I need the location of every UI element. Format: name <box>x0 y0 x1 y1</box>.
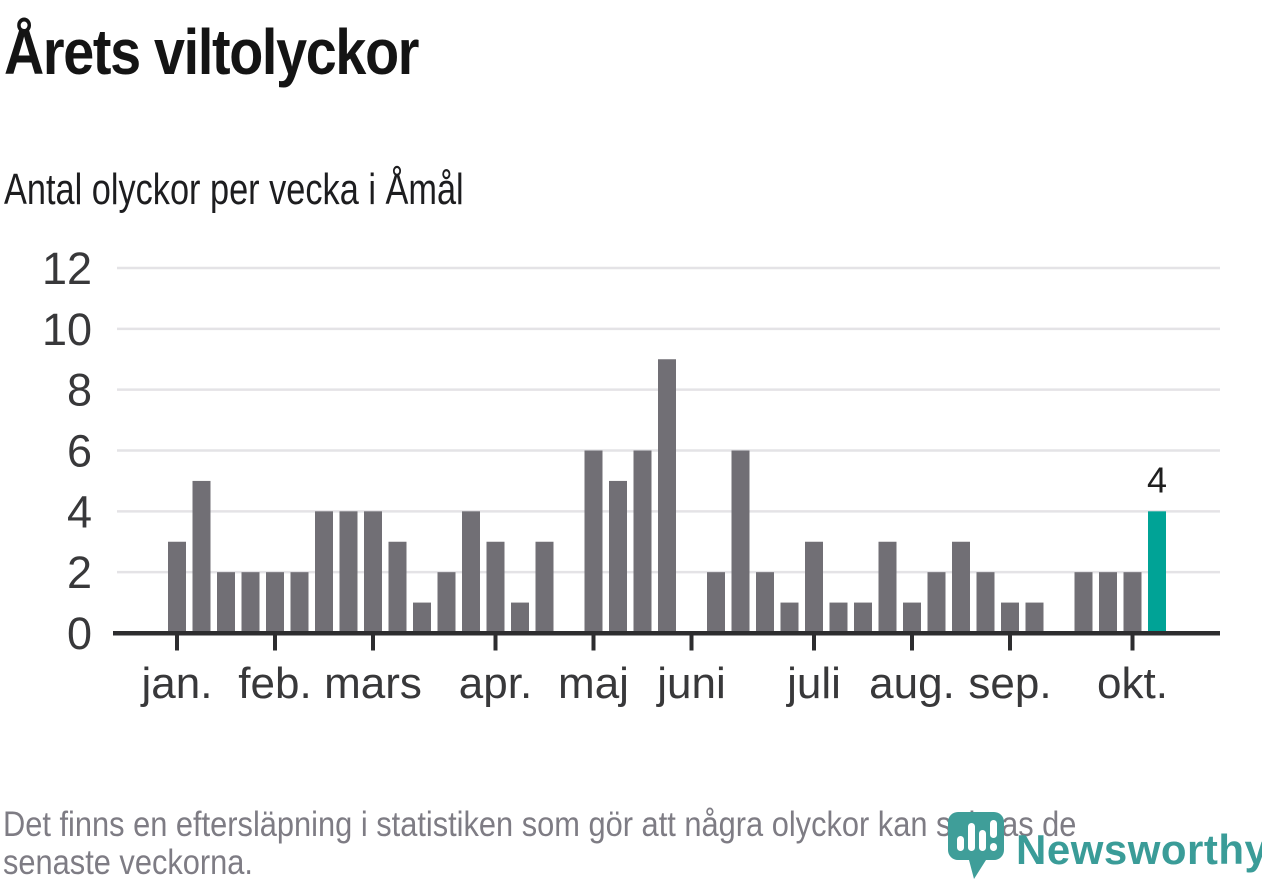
bar-week-35 <box>1001 602 1019 633</box>
bar-week-11 <box>413 602 431 633</box>
pin-bar-medium <box>979 830 986 851</box>
pin-bar-tall <box>968 823 975 851</box>
x-tick-jan. <box>175 635 179 651</box>
bar-week-19 <box>609 480 627 633</box>
newsworthy-pin-icon <box>948 812 1004 879</box>
bar-week-27 <box>805 541 823 633</box>
bar-week-13 <box>462 511 480 633</box>
newsworthy-logo: Newsworthy <box>948 812 1262 879</box>
x-axis-label-mars: mars <box>324 659 422 708</box>
pin-bar-short <box>957 836 964 851</box>
bar-week-33 <box>952 541 970 633</box>
x-tick-okt. <box>1130 635 1135 651</box>
bar-week-24 <box>731 450 750 633</box>
bar-week-18 <box>584 450 603 633</box>
y-axis-label-8: 8 <box>67 365 92 416</box>
bar-week-14 <box>486 541 505 633</box>
x-tick-feb. <box>273 635 277 651</box>
y-axis-label-4: 4 <box>67 486 92 537</box>
bar-week-36 <box>1025 602 1044 633</box>
bar-week-16 <box>535 541 554 633</box>
bar-week-25 <box>756 572 774 633</box>
bar-week-30 <box>878 541 897 633</box>
footer-note-line1: Det finns en eftersläpning i statistiken… <box>3 805 1077 844</box>
bar-week-5 <box>266 572 284 633</box>
bar-week-4 <box>241 572 260 633</box>
bar-week-2 <box>192 480 211 633</box>
newsworthy-wordmark: Newsworthy <box>1016 826 1262 873</box>
x-tick-juni <box>689 635 694 651</box>
bar-week-23 <box>707 572 725 633</box>
bar-week-26 <box>780 602 799 633</box>
x-axis-label-juli: juli <box>785 659 841 708</box>
y-axis-label-2: 2 <box>67 547 92 598</box>
x-tick-maj <box>591 635 596 651</box>
chart-title: Årets viltolyckor <box>4 16 419 88</box>
x-axis-label-okt.: okt. <box>1097 659 1168 708</box>
bar-week-29 <box>854 602 872 633</box>
highlight-value-label: 4 <box>1147 459 1167 500</box>
x-tick-apr. <box>493 635 498 651</box>
x-axis-label-maj: maj <box>558 659 629 708</box>
y-axis-label-12: 12 <box>42 243 92 294</box>
bar-week-10 <box>388 541 407 633</box>
bar-week-41 <box>1148 511 1166 633</box>
x-tick-sep. <box>1008 635 1012 651</box>
y-axis-label-0: 0 <box>67 608 92 659</box>
x-axis-label-sep.: sep. <box>968 659 1051 708</box>
x-axis-line <box>113 631 1220 636</box>
bar-week-32 <box>927 572 946 633</box>
x-axis-label-aug.: aug. <box>869 659 955 708</box>
bar-week-28 <box>829 602 848 633</box>
bar-week-34 <box>976 572 995 633</box>
bar-week-9 <box>364 511 382 633</box>
footer-note: Det finns en eftersläpning i statistiken… <box>3 806 1076 879</box>
footer-note-line2: senaste veckorna. <box>3 843 253 879</box>
bar-week-20 <box>633 450 652 633</box>
bar-week-8 <box>339 511 358 633</box>
bar-week-15 <box>511 602 529 633</box>
x-axis-label-feb.: feb. <box>238 659 311 708</box>
bar-chart: 0 2 4 6 8 10 12 jan. feb. mars apr. maj juni juli aug.… <box>42 243 1220 708</box>
bar-week-39 <box>1099 572 1117 633</box>
pin-exclamation-bar <box>990 820 997 838</box>
y-axis-label-10: 10 <box>42 304 92 355</box>
x-axis-label-juni: juni <box>655 659 726 708</box>
bar-week-12 <box>437 572 456 633</box>
bar-week-6 <box>290 572 309 633</box>
bar-week-40 <box>1123 572 1142 633</box>
pin-exclamation-dot <box>990 843 997 851</box>
y-axis-label-6: 6 <box>67 426 92 477</box>
bar-week-21 <box>658 359 676 633</box>
x-axis-label-apr.: apr. <box>459 659 532 708</box>
x-tick-aug. <box>910 635 914 651</box>
bar-week-3 <box>217 572 235 633</box>
bar-week-31 <box>903 602 921 633</box>
x-tick-mars <box>371 635 375 651</box>
x-tick-juli <box>812 635 816 651</box>
bar-week-1 <box>168 541 186 633</box>
chart-subtitle: Antal olyckor per vecka i Åmål <box>4 165 464 214</box>
x-axis-label-jan.: jan. <box>140 659 213 708</box>
bar-week-38 <box>1074 572 1093 633</box>
bar-week-7 <box>315 511 333 633</box>
